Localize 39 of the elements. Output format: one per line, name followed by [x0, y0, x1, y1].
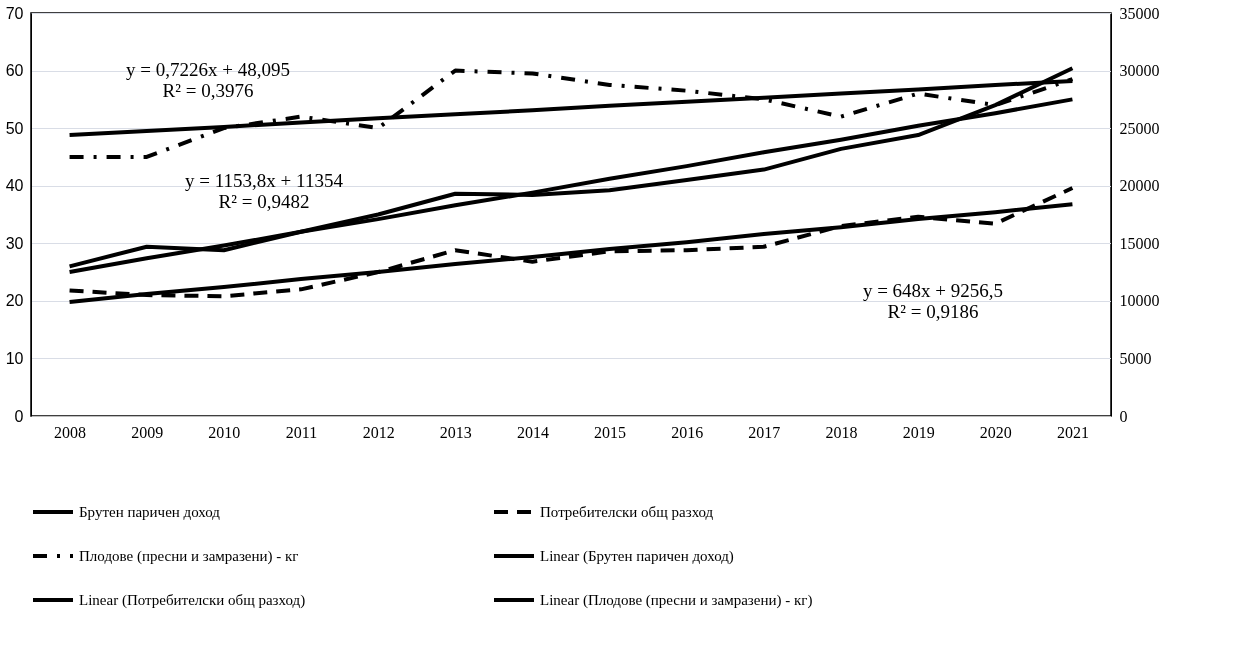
legend-label: Плодове (пресни и замразени) - кг — [79, 548, 299, 565]
y2-tick-label: 5000 — [1119, 349, 1152, 367]
annotation: y = 648x + 9256,5 R² = 0,9186 — [862, 280, 1004, 322]
y-tick-label: 20 — [5, 292, 24, 310]
x-tick-label: 2011 — [285, 423, 318, 441]
y2-tick-label: 25000 — [1119, 119, 1160, 137]
legend-label: Потребителски общ разход — [540, 504, 714, 520]
y-tick-label: 50 — [5, 119, 24, 137]
y-tick-label: 10 — [5, 349, 24, 367]
x-tick-label: 2014 — [516, 423, 549, 441]
y-tick-label: 30 — [5, 234, 24, 252]
x-tick-label: 2019 — [902, 423, 935, 441]
legend-label: Linear (Брутен паричен доход) — [540, 548, 734, 565]
x-tick-label: 2017 — [748, 423, 781, 441]
y2-tick-label: 0 — [1119, 407, 1128, 425]
y2-tick-label: 20000 — [1119, 177, 1160, 195]
y2-tick-label: 15000 — [1119, 234, 1160, 252]
x-tick-label: 2008 — [54, 423, 87, 441]
y-tick-label: 60 — [5, 62, 24, 80]
x-tick-label: 2012 — [362, 423, 395, 441]
x-tick-label: 2013 — [439, 423, 472, 441]
x-tick-label: 2020 — [979, 423, 1012, 441]
annotation: y = 1153,8x + 11354 R² = 0,9482 — [185, 170, 344, 212]
x-tick-label: 2015 — [594, 423, 627, 441]
legend-label: Linear (Плодове (пресни и замразени) - кг) — [540, 592, 813, 609]
y-tick-label: 40 — [5, 177, 24, 195]
x-tick-label: 2010 — [208, 423, 241, 441]
y-tick-label: 70 — [5, 4, 24, 22]
annotation: y = 0,7226x + 48,095 R² = 0,3976 — [126, 59, 290, 101]
x-tick-label: 2016 — [671, 423, 704, 441]
x-tick-label: 2018 — [825, 423, 858, 441]
legend-label: Брутен паричен доход — [79, 504, 221, 520]
y-tick-label: 0 — [14, 407, 24, 425]
y2-tick-label: 30000 — [1119, 62, 1160, 80]
x-tick-label: 2021 — [1056, 423, 1089, 441]
y2-tick-label: 10000 — [1119, 292, 1160, 310]
y2-tick-label: 35000 — [1119, 4, 1160, 22]
legend-label: Linear (Потребителски общ разход) — [79, 592, 306, 609]
x-tick-label: 2009 — [131, 423, 164, 441]
